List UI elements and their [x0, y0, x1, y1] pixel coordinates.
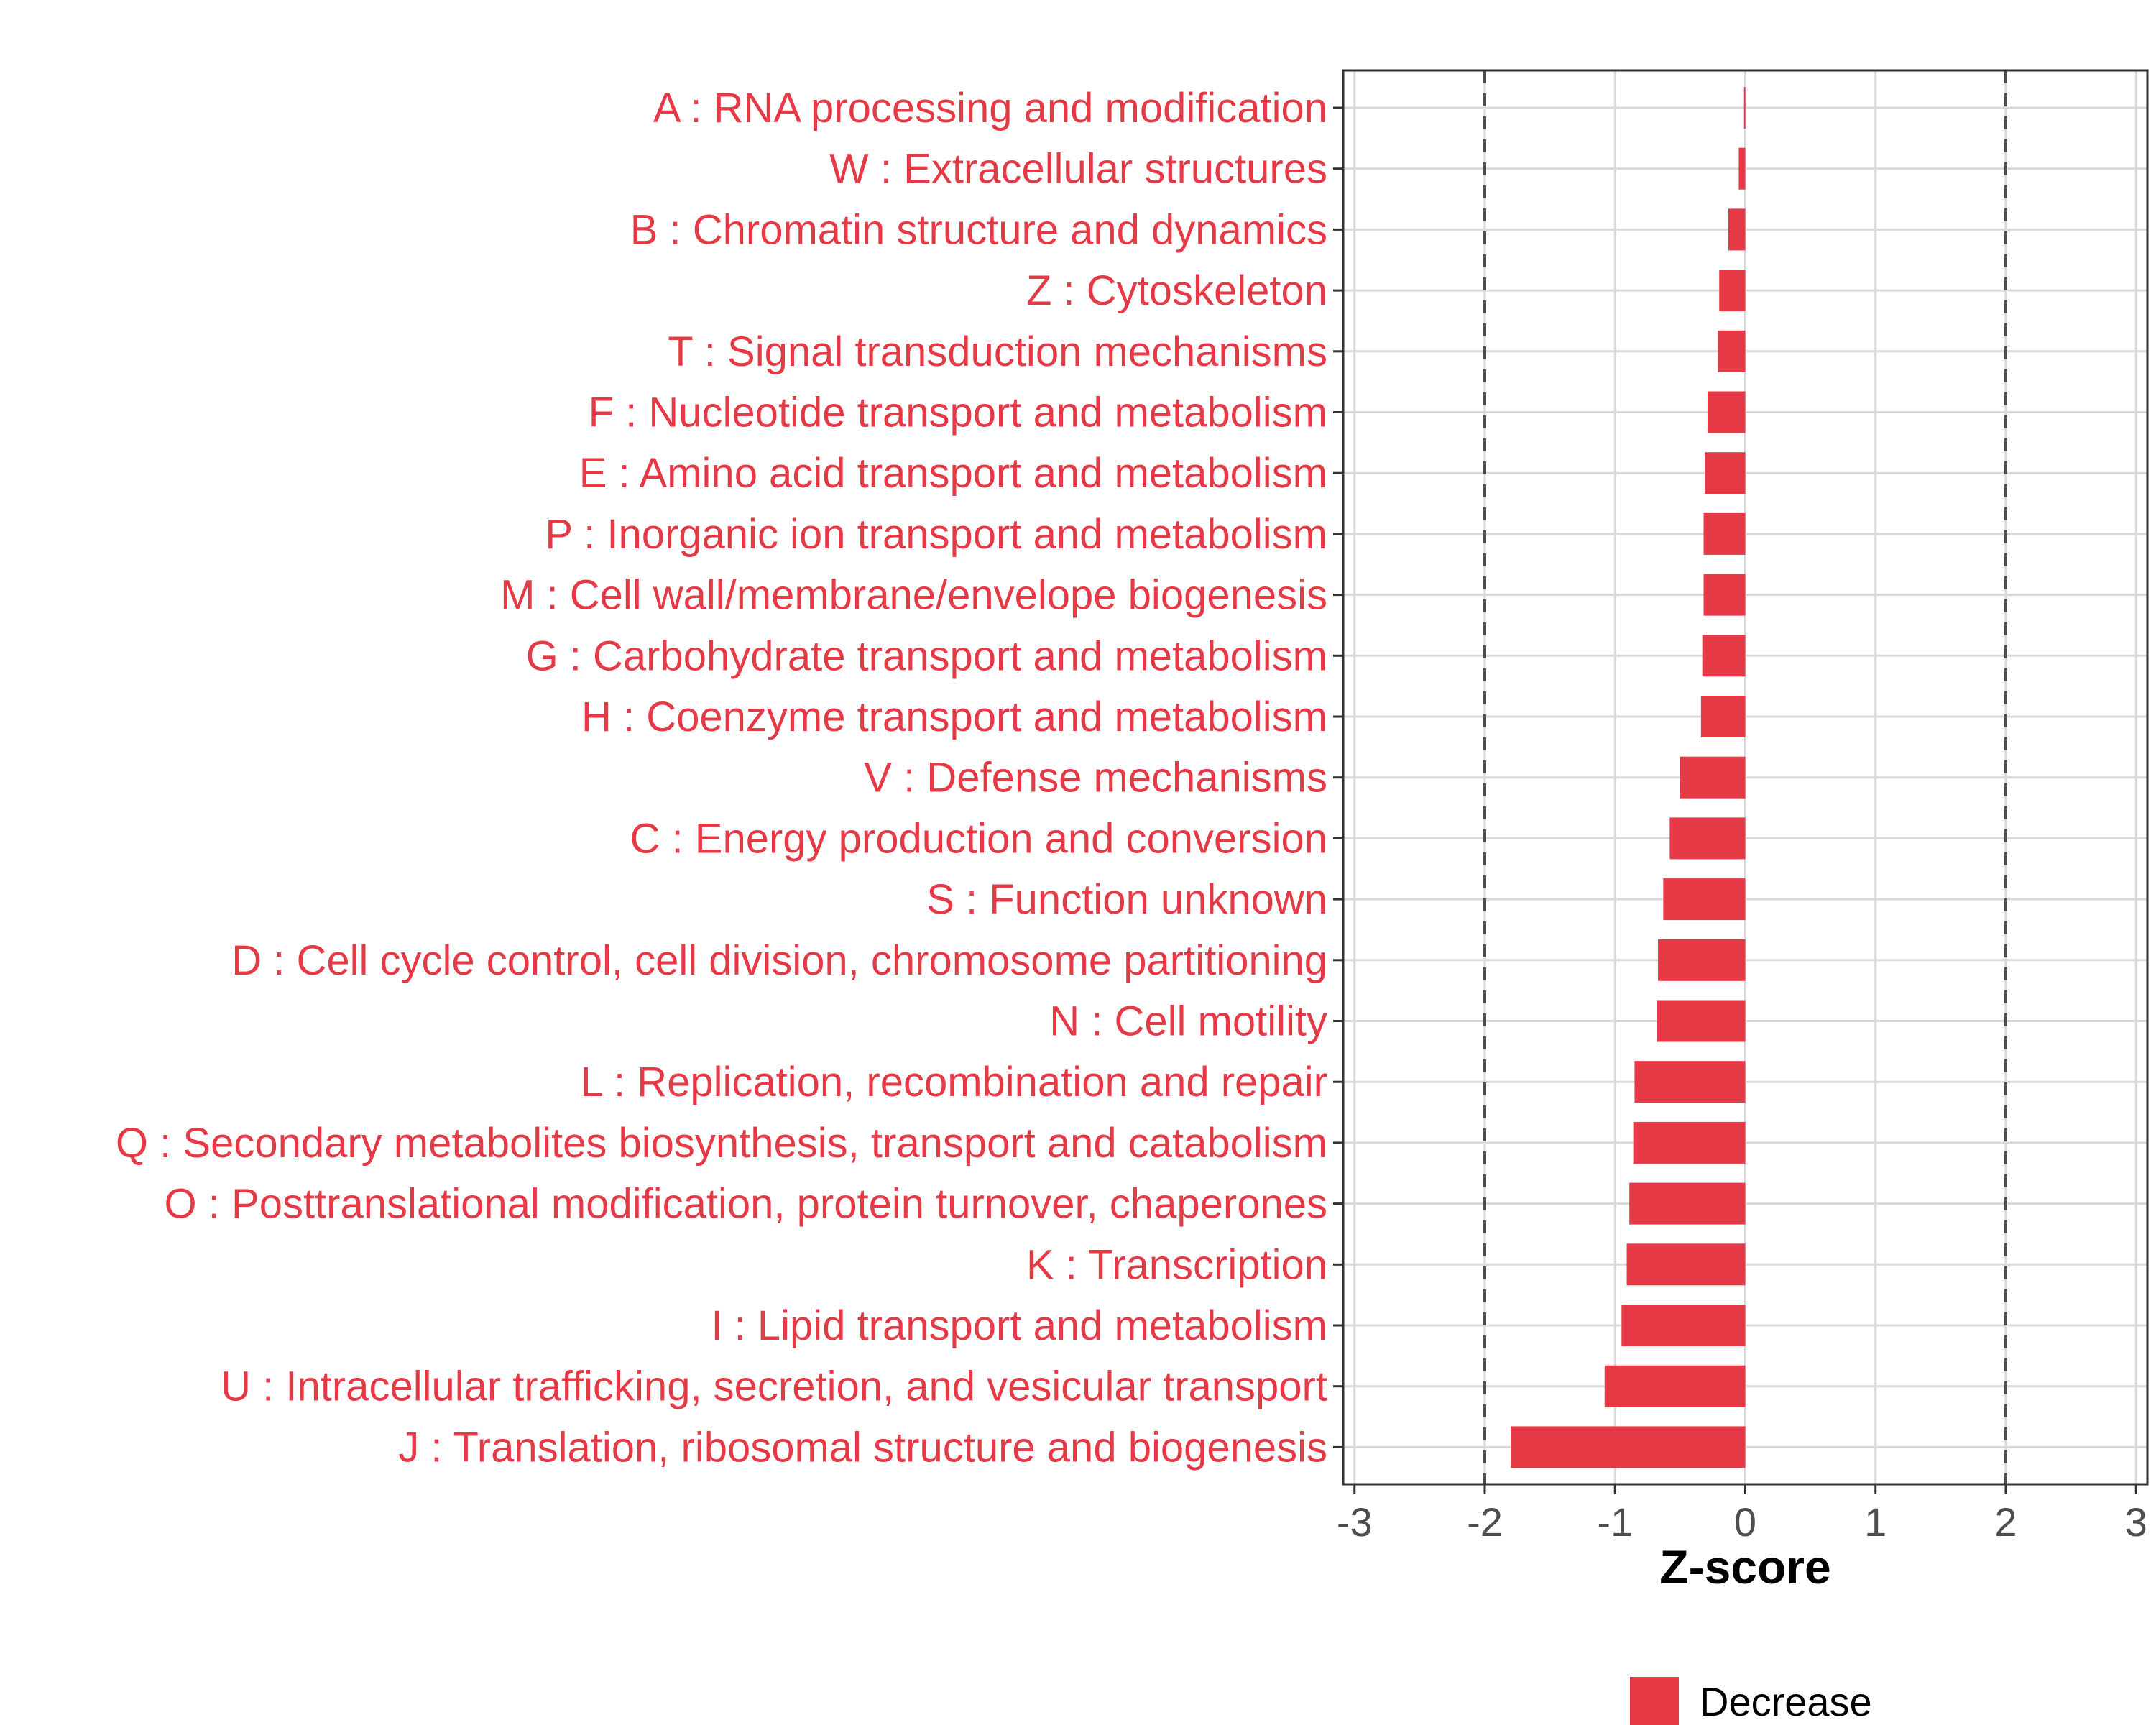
bar [1658, 939, 1746, 981]
category-label: B : Chromatin structure and dynamics [630, 206, 1327, 253]
category-label: I : Lipid transport and metabolism [711, 1302, 1327, 1349]
bar [1718, 330, 1746, 372]
x-tick-label: 0 [1734, 1499, 1756, 1545]
bar [1705, 452, 1746, 494]
category-label: K : Transcription [1026, 1241, 1327, 1288]
bar [1511, 1426, 1746, 1468]
bar [1703, 512, 1746, 555]
category-label: J : Translation, ribosomal structure and… [398, 1424, 1327, 1471]
category-label: L : Replication, recombination and repai… [581, 1059, 1327, 1105]
y-axis-ticks [1333, 106, 1343, 1448]
category-label: C : Energy production and conversion [630, 815, 1327, 862]
category-label: W : Extracellular structures [829, 146, 1327, 193]
bar [1626, 1243, 1746, 1286]
category-labels: A : RNA processing and modification W : E… [116, 85, 1327, 1471]
bar [1604, 1365, 1746, 1407]
category-label: N : Cell motility [1049, 998, 1327, 1045]
category-label: A : RNA processing and modification [653, 85, 1327, 132]
category-label: F : Nucleotide transport and metabolism [589, 390, 1327, 436]
category-label: D : Cell cycle control, cell division, c… [231, 937, 1327, 984]
bar [1657, 1000, 1746, 1042]
category-label: G : Carbohydrate transport and metabolis… [526, 632, 1327, 679]
category-label: T : Signal transduction mechanisms [668, 328, 1327, 375]
x-tick-label: -2 [1467, 1499, 1503, 1545]
bar [1669, 817, 1746, 860]
category-label: P : Inorganic ion transport and metaboli… [545, 511, 1327, 558]
threshold-layer [1483, 70, 2007, 1484]
category-label: Z : Cytoskeleton [1026, 267, 1327, 314]
bar [1634, 1061, 1746, 1103]
bar [1707, 391, 1746, 433]
bar [1700, 696, 1746, 737]
bar [1663, 878, 1746, 921]
bar-layer [1511, 87, 1746, 1468]
bar [1680, 756, 1746, 799]
x-tick-label: 3 [2125, 1499, 2147, 1545]
bar [1728, 208, 1746, 251]
bar [1703, 574, 1746, 616]
category-label: Q : Secondary metabolites biosynthesis, … [116, 1120, 1327, 1167]
x-axis-ticks: -3 -2 -1 0 1 2 3 [1337, 1484, 2147, 1545]
bar [1633, 1121, 1746, 1164]
legend: Decrease [1630, 1677, 1872, 1725]
bar [1738, 147, 1746, 190]
x-tick-label: -3 [1337, 1499, 1373, 1545]
bar [1743, 87, 1746, 129]
legend-label-decrease: Decrease [1700, 1679, 1872, 1724]
bar [1621, 1305, 1746, 1346]
category-label: E : Amino acid transport and metabolism [579, 450, 1327, 497]
category-label: U : Intracellular trafficking, secretion… [221, 1363, 1327, 1410]
bar [1629, 1182, 1746, 1225]
category-label: H : Coenzyme transport and metabolism [581, 694, 1327, 740]
x-tick-label: 1 [1864, 1499, 1886, 1545]
category-label: S : Function unknown [926, 876, 1327, 923]
bar [1702, 635, 1746, 677]
x-axis-title: Z-score [1659, 1540, 1830, 1593]
bar [1719, 270, 1746, 312]
category-label: V : Defense mechanisms [864, 755, 1327, 801]
legend-swatch-decrease [1630, 1677, 1679, 1725]
x-tick-label: 2 [1994, 1499, 2017, 1545]
category-label: O : Posttranslational modification, prot… [165, 1181, 1327, 1228]
category-label: M : Cell wall/membrane/envelope biogenes… [500, 572, 1327, 619]
x-tick-label: -1 [1597, 1499, 1633, 1545]
